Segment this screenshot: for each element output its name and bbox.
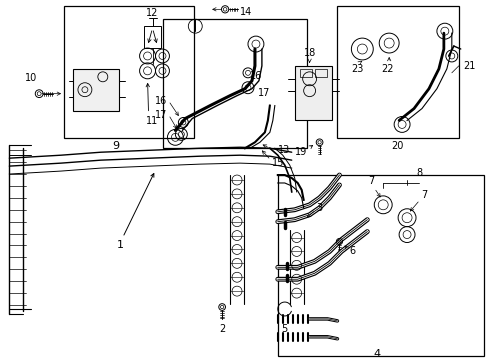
Text: 16: 16 [155,96,167,105]
Text: 2: 2 [219,324,225,334]
Text: 17: 17 [155,109,167,120]
Text: 11: 11 [146,116,158,126]
Text: 15: 15 [271,158,284,168]
Bar [64,6,194,138]
Text: 23: 23 [350,64,363,74]
Text: 6: 6 [349,247,355,256]
Text: 20: 20 [390,141,403,151]
Text: 7: 7 [367,176,374,186]
Text: 17: 17 [257,88,270,98]
Bar [143,26,161,48]
Text: 19: 19 [295,147,307,157]
Bar [337,6,458,138]
Text: 21: 21 [463,61,475,71]
Bar [73,69,119,111]
Text: 22: 22 [380,64,393,74]
Text: 8: 8 [415,168,421,178]
Text: 4: 4 [373,348,380,359]
Text: 5: 5 [281,324,287,334]
Text: 7: 7 [420,190,427,200]
Text: 1: 1 [117,239,124,249]
Text: 14: 14 [240,7,252,17]
Text: 9: 9 [112,141,119,151]
Bar [314,69,326,77]
Bar [294,66,332,121]
Bar [163,19,306,148]
Text: 13: 13 [277,145,289,155]
Bar [277,175,483,356]
Text: 18: 18 [303,48,315,58]
Text: 10: 10 [25,73,37,83]
Text: 12: 12 [146,8,159,18]
Text: 3: 3 [316,203,322,213]
Text: 16: 16 [249,71,262,81]
Bar [299,69,311,77]
